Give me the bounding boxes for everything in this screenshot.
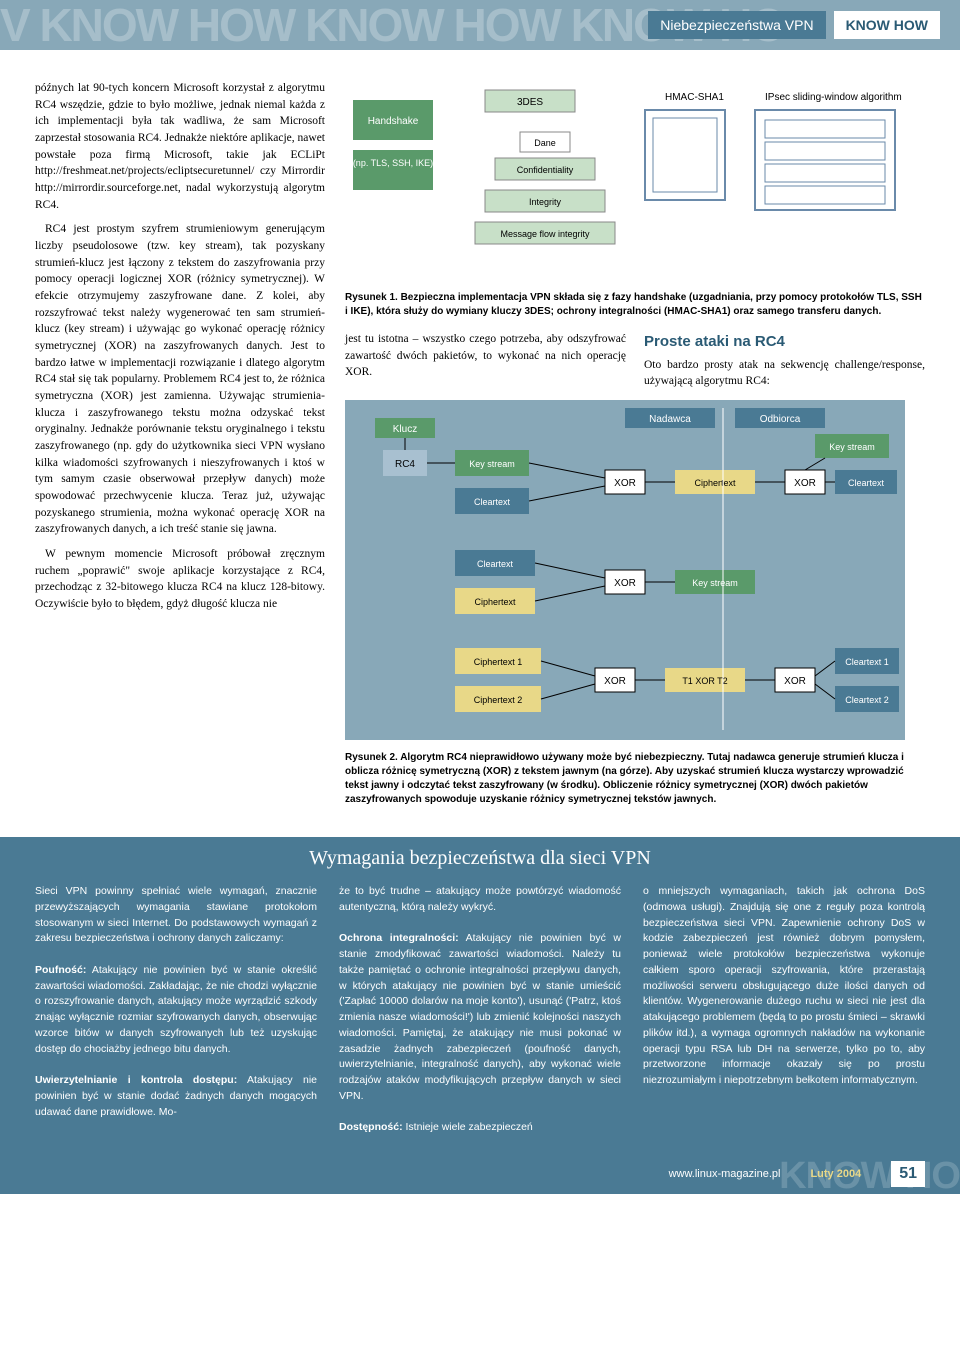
svg-text:Dane: Dane bbox=[534, 138, 556, 148]
svg-text:Ciphertext 2: Ciphertext 2 bbox=[474, 695, 523, 705]
page-number: 51 bbox=[891, 1161, 925, 1187]
bluebox-col-1: Sieci VPN powinny spełniać wiele wymagań… bbox=[35, 884, 317, 1136]
svg-text:Cleartext: Cleartext bbox=[474, 497, 511, 507]
footer-date: Luty 2004 bbox=[810, 1168, 861, 1180]
header-bar: V KNOW HOW KNOW HOW KNOW HO Niebezpiecze… bbox=[0, 0, 960, 50]
svg-text:Cleartext: Cleartext bbox=[848, 478, 885, 488]
svg-text:XOR: XOR bbox=[604, 676, 626, 687]
svg-text:Ciphertext: Ciphertext bbox=[694, 478, 736, 488]
svg-text:Odbiorca: Odbiorca bbox=[760, 414, 801, 425]
svg-text:Message flow integrity: Message flow integrity bbox=[500, 229, 590, 239]
svg-text:Cleartext 2: Cleartext 2 bbox=[845, 695, 889, 705]
figure-2: Nadawca Odbiorca Klucz RC4 Key stream Cl… bbox=[345, 400, 925, 807]
right-p2: Oto bardzo prosty atak na sekwencję chal… bbox=[644, 357, 925, 390]
bluebox-col-3: o mniejszych wymaganiach, takich jak och… bbox=[643, 884, 925, 1136]
svg-text:Ciphertext 1: Ciphertext 1 bbox=[474, 657, 523, 667]
section-tag: KNOW HOW bbox=[834, 11, 940, 39]
body-p1: późnych lat 90-tych koncern Microsoft ko… bbox=[35, 80, 325, 213]
svg-text:Key stream: Key stream bbox=[469, 459, 515, 469]
svg-text:3DES: 3DES bbox=[517, 97, 543, 108]
fig2-svg: Nadawca Odbiorca Klucz RC4 Key stream Cl… bbox=[345, 400, 905, 740]
fig2-caption: Rysunek 2. Algorytm RC4 nieprawidłowo uż… bbox=[345, 751, 925, 807]
subheading-rc4: Proste ataki na RC4 bbox=[644, 331, 925, 353]
svg-text:RC4: RC4 bbox=[395, 459, 415, 470]
breadcrumb: Niebezpieczeństwa VPN bbox=[648, 11, 825, 39]
svg-text:Key stream: Key stream bbox=[829, 442, 875, 452]
left-column: późnych lat 90-tych koncern Microsoft ko… bbox=[35, 80, 325, 819]
bluebox-col-2: że to być trudne – atakujący może powtór… bbox=[339, 884, 621, 1136]
svg-text:Cleartext 1: Cleartext 1 bbox=[845, 657, 889, 667]
svg-text:Confidentiality: Confidentiality bbox=[517, 165, 574, 175]
svg-text:Key stream: Key stream bbox=[692, 578, 738, 588]
footer-watermark: KNOW HO bbox=[779, 1155, 960, 1198]
svg-text:T1 XOR T2: T1 XOR T2 bbox=[682, 676, 727, 686]
footer-url: www.linux-magazine.pl bbox=[669, 1168, 781, 1180]
footer: KNOW HO www.linux-magazine.pl Luty 2004 … bbox=[0, 1154, 960, 1194]
bluebox-title: Wymagania bezpieczeństwa dla sieci VPN bbox=[35, 837, 925, 884]
svg-text:Integrity: Integrity bbox=[529, 197, 562, 207]
svg-text:Cleartext: Cleartext bbox=[477, 559, 514, 569]
figure-1: Handshake (np. TLS, SSH, IKE) 3DES Dane … bbox=[345, 80, 925, 319]
fig1-caption: Rysunek 1. Bezpieczna implementacja VPN … bbox=[345, 291, 925, 319]
svg-text:(np. TLS, SSH, IKE): (np. TLS, SSH, IKE) bbox=[353, 158, 433, 168]
right-p1: jest tu istotna – wszystko czego potrzeb… bbox=[345, 331, 626, 381]
right-column: Handshake (np. TLS, SSH, IKE) 3DES Dane … bbox=[345, 80, 925, 819]
svg-text:XOR: XOR bbox=[614, 478, 636, 489]
fig1-svg: Handshake (np. TLS, SSH, IKE) 3DES Dane … bbox=[345, 80, 905, 280]
svg-text:XOR: XOR bbox=[784, 676, 806, 687]
svg-text:XOR: XOR bbox=[614, 578, 636, 589]
svg-text:Ciphertext: Ciphertext bbox=[474, 597, 516, 607]
svg-text:XOR: XOR bbox=[794, 478, 816, 489]
svg-text:Nadawca: Nadawca bbox=[649, 414, 691, 425]
svg-text:IPsec sliding-window algorithm: IPsec sliding-window algorithm bbox=[765, 92, 902, 103]
blue-box: Wymagania bezpieczeństwa dla sieci VPN S… bbox=[0, 837, 960, 1154]
svg-text:Handshake: Handshake bbox=[368, 116, 419, 127]
svg-text:HMAC-SHA1: HMAC-SHA1 bbox=[665, 92, 724, 103]
svg-text:Klucz: Klucz bbox=[393, 424, 417, 435]
body-p2: RC4 jest prostym szyfrem strumieniowym g… bbox=[35, 221, 325, 538]
body-p3: W pewnym momencie Microsoft próbował zrę… bbox=[35, 546, 325, 613]
